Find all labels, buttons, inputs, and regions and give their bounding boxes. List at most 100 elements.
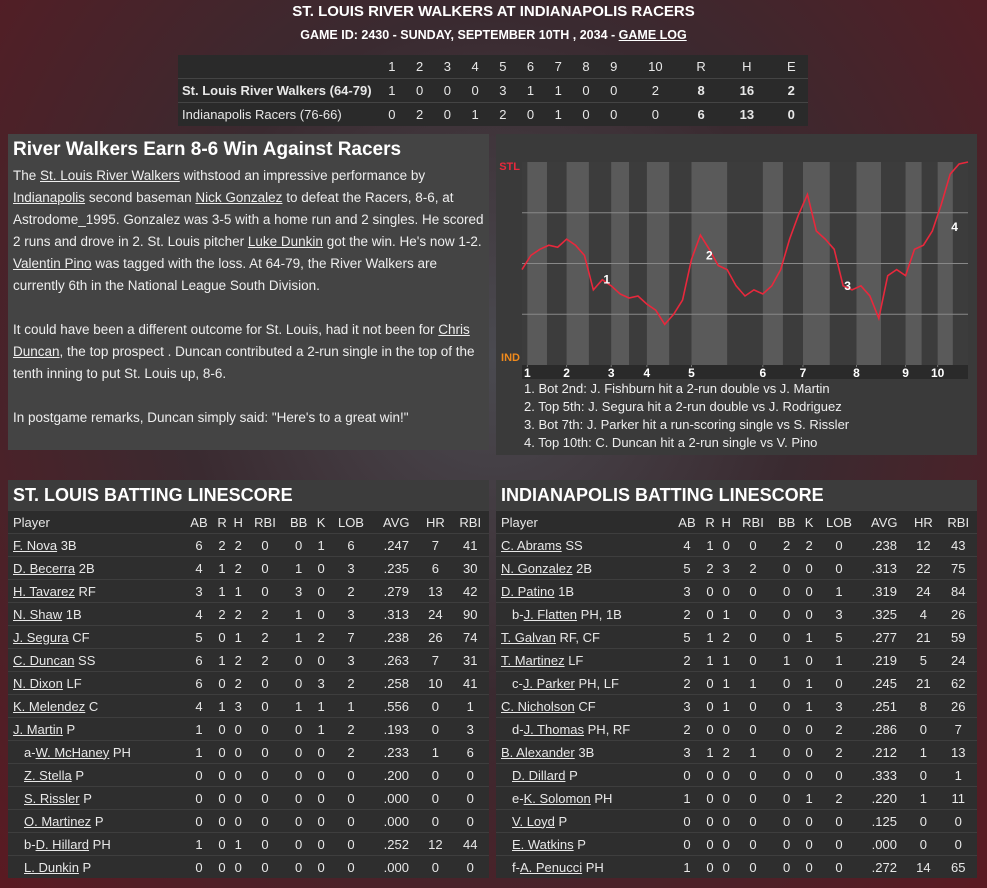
stat-cell: 4 (184, 556, 214, 580)
batting-row: D. Dillard P 0 0 0 0 0 0 0.333 0 1 (496, 763, 977, 787)
player-link[interactable]: J. Segura (13, 629, 69, 645)
stat-cell: 1 (718, 694, 735, 718)
play-marker: 2 (706, 248, 713, 262)
stat-cell: 0 (246, 786, 284, 810)
stat-cell: .235 (373, 556, 420, 580)
stat-cell: 0 (419, 694, 452, 718)
player-link[interactable]: C. Nicholson (501, 698, 575, 714)
player-position: 1B (65, 606, 82, 622)
story-link[interactable]: Nick Gonzalez (195, 190, 283, 205)
stat-cell: 0 (283, 809, 314, 833)
player-link[interactable]: F. Nova (13, 537, 58, 553)
player-cell: C. Duncan SS (8, 648, 184, 672)
story-link[interactable]: St. Louis River Walkers (40, 168, 180, 183)
stat-cell: 1 (213, 694, 231, 718)
stat-cell: 1 (816, 648, 862, 672)
batting-row: C. Nicholson CF 3 0 1 0 0 1 3.251 8 26 (496, 694, 977, 718)
stat-cell: 7 (419, 648, 452, 672)
player-position: LF (66, 675, 82, 691)
stat-cell: 0 (771, 832, 802, 856)
player-position: LF (568, 652, 584, 668)
story-text: withstood an impressive performance by (179, 168, 426, 183)
stat-cell: 0 (246, 855, 284, 878)
player-link[interactable]: J. Martin (13, 721, 63, 737)
player-link[interactable]: T. Galvan (501, 629, 556, 645)
column-header: RBI (734, 510, 772, 534)
story-link[interactable]: Chris Duncan (13, 322, 470, 359)
player-link[interactable]: W. McHaney (35, 744, 110, 760)
player-position: CF (72, 629, 90, 645)
player-link[interactable]: L. Dunkin (24, 859, 79, 875)
story-paragraph: It could have been a different outcome f… (13, 319, 484, 385)
player-link[interactable]: H. Tavarez (13, 583, 75, 599)
stat-cell: 2 (246, 625, 284, 649)
player-cell: N. Dixon LF (8, 671, 184, 695)
player-position: P (94, 813, 104, 829)
column-header: K (313, 510, 329, 534)
sub-prefix: b- (24, 836, 36, 852)
player-link[interactable]: T. Martinez (501, 652, 565, 668)
game-log-link[interactable]: GAME LOG (618, 28, 687, 42)
stat-cell: 1 (213, 556, 231, 580)
player-cell: T. Martinez LF (496, 648, 672, 672)
player-position: P (558, 813, 568, 829)
story-link[interactable]: Luke Dunkin (247, 234, 323, 249)
sub-prefix: e- (512, 790, 524, 806)
stat-cell: 0 (672, 763, 702, 787)
player-link[interactable]: V. Loyd (512, 813, 555, 829)
stat-cell: 0 (313, 602, 329, 626)
stat-cell: 5 (672, 625, 702, 649)
stat-cell: 0 (701, 717, 719, 741)
player-position: CF (578, 698, 596, 714)
stat-cell: 0 (283, 671, 314, 695)
player-link[interactable]: N. Shaw (13, 606, 63, 622)
player-position: RF (78, 583, 96, 599)
stat-cell: .277 (861, 625, 908, 649)
stat-cell: .313 (861, 556, 908, 580)
headline: River Walkers Earn 8-6 Win Against Racer… (13, 139, 402, 160)
stat-cell: 26 (419, 625, 452, 649)
column-header: R (701, 510, 719, 534)
story-link[interactable]: Indianapolis (13, 190, 86, 205)
stat-cell: 0 (419, 855, 452, 878)
column-header: AB (672, 510, 702, 534)
player-position: P (82, 859, 92, 875)
player-link[interactable]: C. Duncan (13, 652, 75, 668)
player-link[interactable]: C. Abrams (501, 537, 562, 553)
player-position: P (75, 767, 84, 783)
player-link[interactable]: J. Flatten (523, 606, 578, 622)
stat-cell: 0 (213, 763, 231, 787)
stat-cell: .238 (373, 625, 420, 649)
story-link[interactable]: Valentin Pino (13, 256, 92, 271)
player-link[interactable]: D. Becerra (13, 560, 76, 576)
column-header: RBI (451, 510, 489, 534)
stat-cell: 8 (907, 694, 940, 718)
player-link[interactable]: S. Rissler (24, 790, 80, 806)
player-link[interactable]: N. Gonzalez (501, 560, 573, 576)
player-link[interactable]: Z. Stella (24, 767, 72, 783)
player-link[interactable]: N. Dixon (13, 675, 63, 691)
stat-cell: 31 (451, 648, 489, 672)
stat-cell: 1 (184, 740, 214, 764)
player-link[interactable]: D. Dillard (512, 767, 566, 783)
player-link[interactable]: E. Watkins (512, 836, 574, 852)
stat-cell: .212 (861, 740, 908, 764)
player-link[interactable]: A. Penucci (519, 859, 583, 875)
player-position: 2B (576, 560, 593, 576)
stat-cell: 14 (907, 855, 940, 878)
player-link[interactable]: B. Alexander (501, 744, 575, 760)
player-link[interactable]: O. Martinez (24, 813, 92, 829)
player-link[interactable]: J. Parker (522, 675, 575, 691)
player-link[interactable]: D. Patino (501, 583, 555, 599)
player-link[interactable]: J. Thomas (523, 721, 585, 737)
player-link[interactable]: D. Hillard (35, 836, 90, 852)
player-link[interactable]: K. Melendez (13, 698, 86, 714)
batting-row: F. Nova 3B 6 2 2 0 0 1 6.247 7 41 (8, 533, 489, 557)
stat-cell: .247 (373, 533, 420, 557)
stat-cell: .000 (373, 786, 420, 810)
stat-cell: 0 (184, 763, 214, 787)
score-cell: 1 (461, 102, 489, 126)
player-cell: C. Abrams SS (496, 533, 672, 557)
stat-cell: 0 (313, 556, 329, 580)
player-link[interactable]: K. Solomon (523, 790, 591, 806)
